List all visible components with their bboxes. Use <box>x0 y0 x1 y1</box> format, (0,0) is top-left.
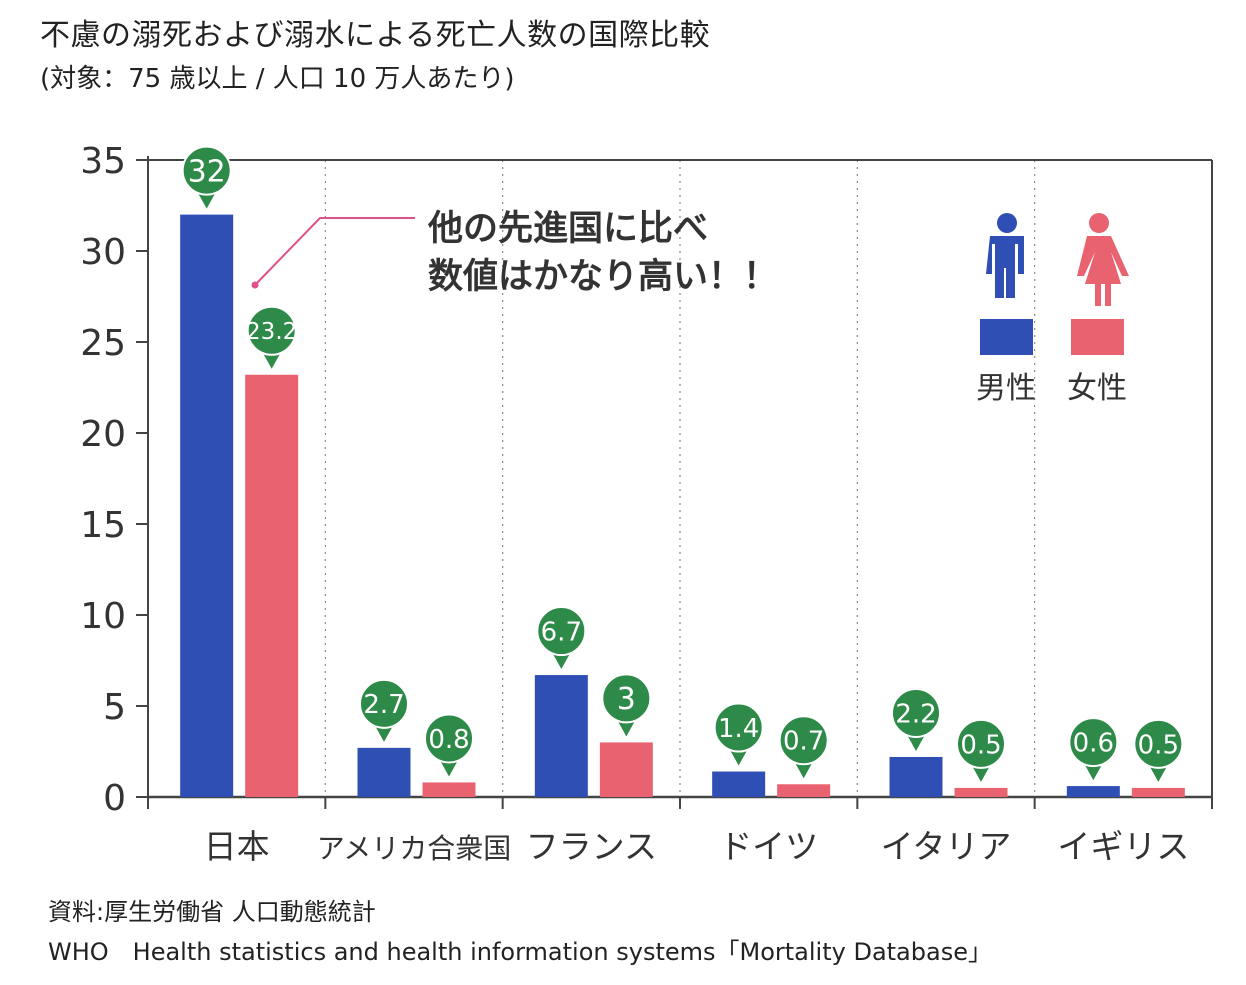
x-axis-labels: 日本 アメリカ合衆国 フランス ドイツ イタリア イギリス <box>204 827 1190 866</box>
bar <box>599 742 653 797</box>
legend-label-female: 女性 <box>1067 371 1127 406</box>
x-tick-label: イタリア <box>881 827 1012 866</box>
data-label: 2.7 <box>363 690 404 720</box>
bubble-circle <box>1068 717 1119 768</box>
bubble-pointer <box>1148 763 1169 782</box>
category-separators <box>324 160 1036 797</box>
bubble-pointer <box>439 758 459 777</box>
bar <box>1131 787 1185 797</box>
bar <box>889 756 943 797</box>
bubble-pointer <box>551 651 572 670</box>
bubble-pointer <box>616 718 637 737</box>
value-bubble: 2.2 <box>891 687 941 751</box>
source-line-2: WHO Health statistics and health informa… <box>48 938 992 966</box>
data-label: 0.8 <box>428 725 469 755</box>
bubble-circle <box>601 673 652 724</box>
bubble-circle <box>359 678 409 729</box>
value-bubble: 0.5 <box>1133 718 1184 782</box>
data-label: 0.7 <box>783 727 824 757</box>
y-tick-label: 10 <box>80 596 126 637</box>
bubble-pointer <box>971 763 991 782</box>
bubble-pointer <box>906 732 926 751</box>
value-bubble: 23.2 <box>246 305 297 369</box>
y-tick-label: 5 <box>103 687 126 728</box>
data-label: 3 <box>617 682 636 717</box>
male-person-icon <box>980 213 1033 355</box>
callout-dot <box>251 281 259 289</box>
bar <box>712 771 766 797</box>
bars <box>180 214 1185 798</box>
chart-subtitle: (対象：75 歳以上 / 人口 10 万人あたり) <box>40 64 515 94</box>
bubble-circle <box>1133 718 1184 769</box>
bubble-pointer <box>1083 762 1104 781</box>
data-label: 0.5 <box>1138 730 1179 760</box>
x-tick-label: フランス <box>526 827 657 866</box>
x-tick-label: 日本 <box>204 827 270 866</box>
callout-line <box>254 217 415 286</box>
legend: 男性 女性 <box>976 213 1129 406</box>
value-bubble: 0.6 <box>1068 717 1119 781</box>
value-bubble: 0.7 <box>778 715 829 779</box>
bubble-pointer <box>793 760 814 779</box>
value-bubble: 32 <box>181 145 232 209</box>
bar <box>180 214 234 798</box>
y-tick-label: 20 <box>80 414 126 455</box>
bubble-circle <box>181 145 232 196</box>
value-bubble: 0.5 <box>956 718 1006 782</box>
bar <box>777 784 831 797</box>
bar <box>954 787 1008 797</box>
value-labels: 32 2.7 6.7 1.4 2.2 0.6 23.2 0.8 3 0.7 0.5 0.5 <box>181 145 1184 782</box>
data-label: 6.7 <box>541 617 582 647</box>
female-person-icon <box>1071 213 1129 355</box>
bubble-circle <box>713 702 764 753</box>
bubble-pointer <box>728 747 749 766</box>
x-tick-label: アメリカ合衆国 <box>317 832 512 865</box>
bar <box>422 782 476 797</box>
x-tick-label: イギリス <box>1057 827 1189 866</box>
value-bubble: 6.7 <box>536 606 587 670</box>
bar <box>534 675 588 797</box>
callout-text-line1: 他の先進国に比べ <box>427 209 708 249</box>
value-bubble: 2.7 <box>359 678 409 742</box>
bubble-pointer <box>261 350 282 369</box>
y-tick-label: 25 <box>80 323 126 364</box>
callout: 他の先進国に比べ 数値はかなり高い！！ <box>251 209 778 297</box>
bar <box>245 374 299 797</box>
x-tick-label: ドイツ <box>719 827 818 866</box>
y-tick-label: 30 <box>80 232 126 273</box>
callout-text-line2: 数値はかなり高い！！ <box>428 257 778 297</box>
bubble-circle <box>778 715 829 766</box>
y-tick-label: 0 <box>103 778 126 819</box>
data-label: 1.4 <box>718 714 759 744</box>
data-label: 0.6 <box>1073 728 1114 758</box>
axes <box>147 156 1213 809</box>
legend-label-male: 男性 <box>976 371 1036 406</box>
y-tick-label: 35 <box>80 141 126 182</box>
bar <box>1066 786 1120 797</box>
data-label: 0.5 <box>960 730 1001 760</box>
bubble-circle <box>536 606 587 657</box>
source-line-1: 資料:厚生労働省 人口動態統計 <box>48 898 376 926</box>
data-label: 23.2 <box>246 319 297 345</box>
value-bubble: 3 <box>601 673 652 737</box>
bubble-pointer <box>374 723 394 742</box>
bubble-pointer <box>196 190 217 209</box>
data-label: 2.2 <box>895 699 936 729</box>
value-bubble: 0.8 <box>424 713 474 777</box>
value-bubble: 1.4 <box>713 702 764 766</box>
bubble-circle <box>891 687 941 738</box>
bubble-circle <box>424 713 474 764</box>
y-axis-ticks: 0 5 10 15 20 25 30 35 <box>80 141 148 819</box>
chart-title: 不慮の溺死および溺水による死亡人数の国際比較 <box>40 18 711 53</box>
bar <box>357 747 411 797</box>
y-tick-label: 15 <box>80 505 126 546</box>
bubble-circle <box>956 718 1006 769</box>
bubble-circle <box>246 305 297 356</box>
data-label: 32 <box>188 154 226 189</box>
